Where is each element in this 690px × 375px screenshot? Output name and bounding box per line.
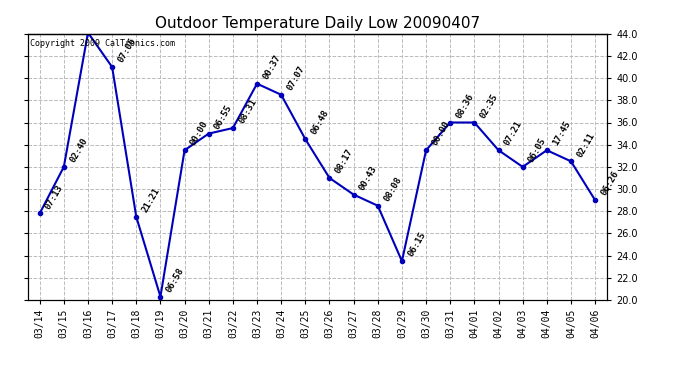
Text: 00:37: 00:37 [262,53,282,81]
Text: 06:58: 06:58 [165,266,186,294]
Text: 07:13: 07:13 [44,183,65,211]
Text: 06:48: 06:48 [310,109,331,136]
Title: Outdoor Temperature Daily Low 20090407: Outdoor Temperature Daily Low 20090407 [155,16,480,31]
Text: 06:26: 06:26 [600,170,620,197]
Text: 06:05: 06:05 [527,136,548,164]
Text: 02:35: 02:35 [479,92,500,120]
Text: Copyright 2009 CalTronics.com: Copyright 2009 CalTronics.com [30,39,175,48]
Text: 08:17: 08:17 [334,147,355,175]
Text: 00:43: 00:43 [358,164,379,192]
Text: 07:21: 07:21 [503,120,524,147]
Text: 07:07: 07:07 [286,64,306,92]
Text: 00:00: 00:00 [189,120,210,147]
Text: 00:00: 00:00 [431,120,451,147]
Text: 06:15: 06:15 [406,231,427,258]
Text: 02:40: 02:40 [68,136,89,164]
Text: 00:00: 00:00 [0,374,1,375]
Text: 06:55: 06:55 [213,103,234,131]
Text: 08:36: 08:36 [455,92,475,120]
Text: 02:11: 02:11 [575,131,596,159]
Text: 21:21: 21:21 [141,186,161,214]
Text: 08:31: 08:31 [237,98,258,125]
Text: 08:08: 08:08 [382,175,403,203]
Text: 17:45: 17:45 [551,120,572,147]
Text: 07:06: 07:06 [117,36,137,64]
